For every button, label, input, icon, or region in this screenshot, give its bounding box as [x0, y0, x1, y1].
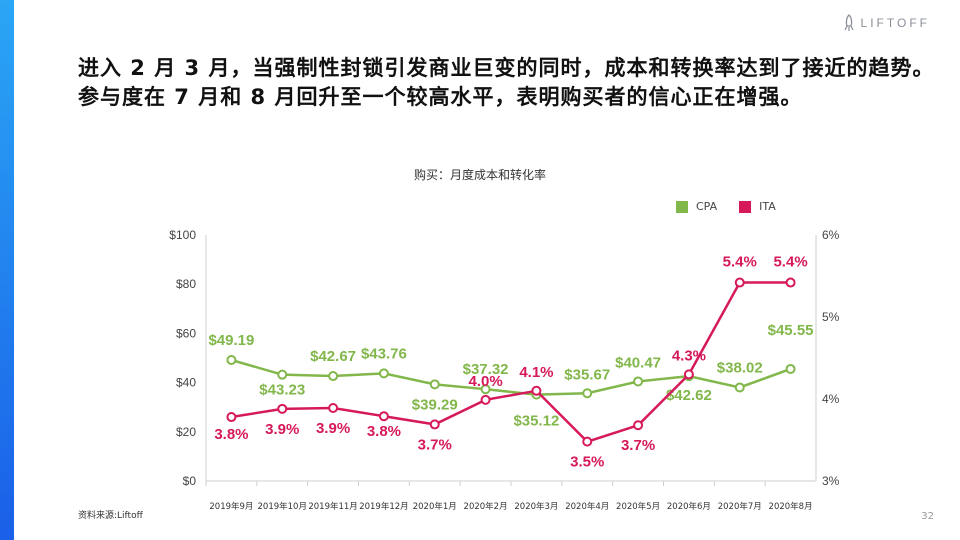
legend-label-ita: ITA	[759, 200, 776, 213]
data-point-ita	[277, 403, 288, 414]
data-point-cpa	[582, 388, 593, 399]
y-tick-label-right: 4%	[822, 392, 840, 406]
data-point-ita	[683, 369, 694, 380]
data-point-cpa	[633, 376, 644, 387]
legend-swatch-cpa	[676, 200, 688, 213]
data-label-ita: 3.8%	[214, 426, 248, 443]
y-tick-label-left: $40	[176, 376, 196, 390]
x-tick-label: 2020年1月	[413, 501, 457, 512]
data-label-ita: 3.7%	[418, 436, 452, 453]
data-point-cpa	[734, 382, 745, 393]
data-point-ita	[378, 411, 389, 422]
brand-logo: LIFTOFF	[843, 14, 930, 32]
data-point-ita	[582, 436, 593, 447]
y-tick-label-right: 6%	[822, 228, 840, 242]
page-number: 32	[921, 511, 934, 522]
data-point-cpa	[480, 384, 491, 395]
data-point-ita	[226, 412, 237, 423]
data-point-cpa	[785, 363, 796, 374]
data-point-cpa	[328, 371, 339, 382]
data-label-cpa: $40.47	[615, 354, 661, 371]
data-label-cpa: $43.23	[259, 382, 305, 399]
data-point-cpa	[378, 368, 389, 379]
x-tick-label: 2019年10月	[258, 501, 307, 512]
y-tick-label-left: $80	[176, 277, 196, 291]
y-tick-label-right: 3%	[822, 474, 840, 488]
series-line-ita	[231, 281, 791, 444]
x-tick-label: 2020年3月	[514, 501, 558, 512]
y-tick-label-left: $100	[169, 228, 196, 242]
data-point-ita	[633, 420, 644, 431]
data-label-cpa: $42.62	[666, 387, 712, 404]
x-tick-label: 2019年9月	[209, 501, 253, 512]
y-tick-label-left: $20	[176, 425, 196, 439]
data-label-cpa: $35.12	[513, 413, 559, 430]
data-label-ita: 3.9%	[316, 420, 350, 437]
data-label-ita: 5.4%	[773, 254, 807, 271]
data-point-ita	[480, 394, 491, 405]
data-label-cpa: $42.67	[310, 348, 356, 365]
data-point-ita	[531, 385, 542, 396]
legend-label-cpa: CPA	[696, 200, 718, 213]
x-tick-label: 2020年4月	[565, 501, 609, 512]
data-label-ita: 3.7%	[621, 437, 655, 454]
brand-name: LIFTOFF	[860, 16, 930, 30]
data-label-cpa: $37.32	[463, 361, 509, 378]
left-accent-bar	[0, 0, 14, 540]
page-headline: 进入 2 月 3 月，当强制性封锁引发商业巨变的同时，成本和转换率达到了接近的趋…	[78, 56, 935, 109]
data-point-ita	[429, 419, 440, 430]
x-tick-label: 2020年5月	[616, 501, 660, 512]
source-note: 资料来源:Liftoff	[78, 511, 143, 521]
data-label-cpa: $38.02	[717, 359, 763, 376]
data-label-ita: 4.1%	[519, 364, 553, 381]
data-label-cpa: $35.67	[564, 366, 610, 383]
x-tick-label: 2019年11月	[308, 501, 357, 512]
y-tick-label-right: 5%	[822, 310, 840, 324]
data-label-ita: 5.4%	[723, 254, 757, 271]
x-tick-label: 2020年8月	[769, 501, 813, 512]
data-label-ita: 3.8%	[367, 423, 401, 440]
chart-title: 购买：月度成本和转化率	[413, 168, 546, 182]
x-tick-label: 2020年7月	[718, 501, 762, 512]
data-label-cpa: $39.29	[412, 396, 458, 413]
data-point-cpa	[277, 369, 288, 380]
data-point-ita	[734, 277, 745, 288]
data-label-cpa: $43.76	[361, 345, 407, 362]
x-tick-label: 2020年2月	[464, 501, 508, 512]
data-label-ita: 4.0%	[468, 373, 502, 390]
y-tick-label-left: $0	[183, 474, 197, 488]
data-label-ita: 3.5%	[570, 454, 604, 471]
legend-item-cpa: CPA	[676, 200, 717, 213]
data-point-cpa	[429, 379, 440, 390]
data-label-cpa: $49.19	[208, 332, 254, 349]
data-label-cpa: $45.55	[768, 322, 814, 339]
chart-legend: CPA ITA	[676, 200, 776, 213]
data-point-ita	[328, 403, 339, 414]
data-point-ita	[785, 277, 796, 288]
data-label-ita: 4.3%	[672, 347, 706, 364]
x-tick-label: 2019年12月	[359, 501, 408, 512]
y-tick-label-left: $60	[176, 326, 196, 340]
data-point-cpa	[226, 354, 237, 365]
x-tick-label: 2020年6月	[667, 501, 711, 512]
series-line-cpa	[231, 358, 792, 396]
legend-swatch-ita	[739, 200, 752, 213]
data-label-ita: 3.9%	[265, 421, 299, 438]
rocket-icon	[844, 14, 854, 31]
legend-item-ita: ITA	[739, 200, 776, 213]
